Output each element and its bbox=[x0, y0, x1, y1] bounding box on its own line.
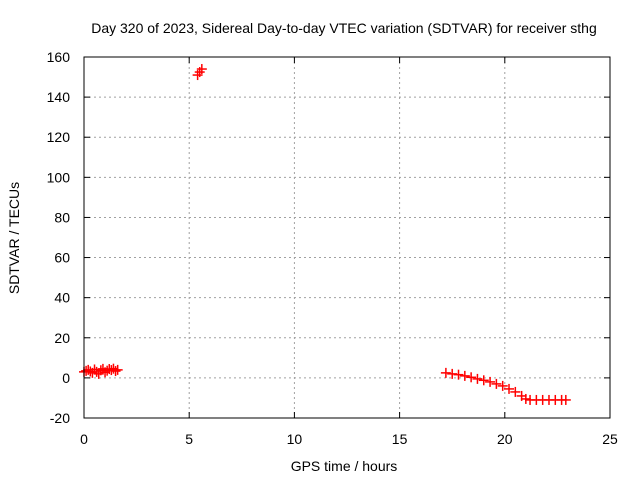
data-point bbox=[112, 364, 123, 375]
data-point bbox=[440, 367, 451, 378]
data-point bbox=[453, 369, 464, 380]
data-point bbox=[472, 373, 483, 384]
data-point bbox=[91, 366, 102, 377]
data-point bbox=[466, 372, 477, 383]
data-point bbox=[520, 393, 531, 404]
y-tick-label: 40 bbox=[54, 290, 70, 306]
y-axis-label: SDTVAR / TECUs bbox=[6, 182, 22, 294]
data-point bbox=[560, 394, 571, 405]
y-tick-label: 80 bbox=[54, 209, 70, 225]
y-tick-label: 100 bbox=[47, 169, 71, 185]
y-tick-label: 20 bbox=[54, 330, 70, 346]
y-tick-label: 120 bbox=[47, 129, 71, 145]
y-tick-label: 0 bbox=[62, 370, 70, 386]
y-tick-label: -20 bbox=[50, 410, 70, 426]
y-tick-label: 60 bbox=[54, 250, 70, 266]
y-tick-label: 160 bbox=[47, 49, 71, 65]
plot-frame bbox=[83, 56, 611, 419]
data-point bbox=[485, 376, 496, 387]
x-tick-label: 15 bbox=[392, 431, 408, 447]
y-tick-labels: -20 0 20 40 60 80 100 120 140 160 bbox=[47, 49, 71, 426]
x-tick-label: 10 bbox=[287, 431, 303, 447]
data-point bbox=[504, 383, 515, 394]
data-point bbox=[478, 375, 489, 386]
chart-title: Day 320 of 2023, Sidereal Day-to-day VTE… bbox=[91, 20, 597, 36]
data-point bbox=[447, 368, 458, 379]
data-point bbox=[89, 364, 100, 375]
x-tick-label: 5 bbox=[185, 431, 193, 447]
grid-lines bbox=[84, 57, 610, 418]
data-point bbox=[459, 370, 470, 381]
data-point bbox=[196, 64, 207, 75]
y-tick-label: 140 bbox=[47, 89, 71, 105]
x-axis-label: GPS time / hours bbox=[291, 458, 398, 474]
data-point bbox=[108, 363, 119, 374]
x-tick-label: 20 bbox=[497, 431, 513, 447]
data-point bbox=[497, 380, 508, 391]
x-tick-label: 25 bbox=[602, 431, 618, 447]
x-tick-labels: 0 5 10 15 20 25 bbox=[80, 431, 618, 447]
data-point bbox=[510, 386, 521, 397]
data-point bbox=[110, 366, 121, 377]
x-tick-label: 0 bbox=[80, 431, 88, 447]
data-point bbox=[491, 378, 502, 389]
